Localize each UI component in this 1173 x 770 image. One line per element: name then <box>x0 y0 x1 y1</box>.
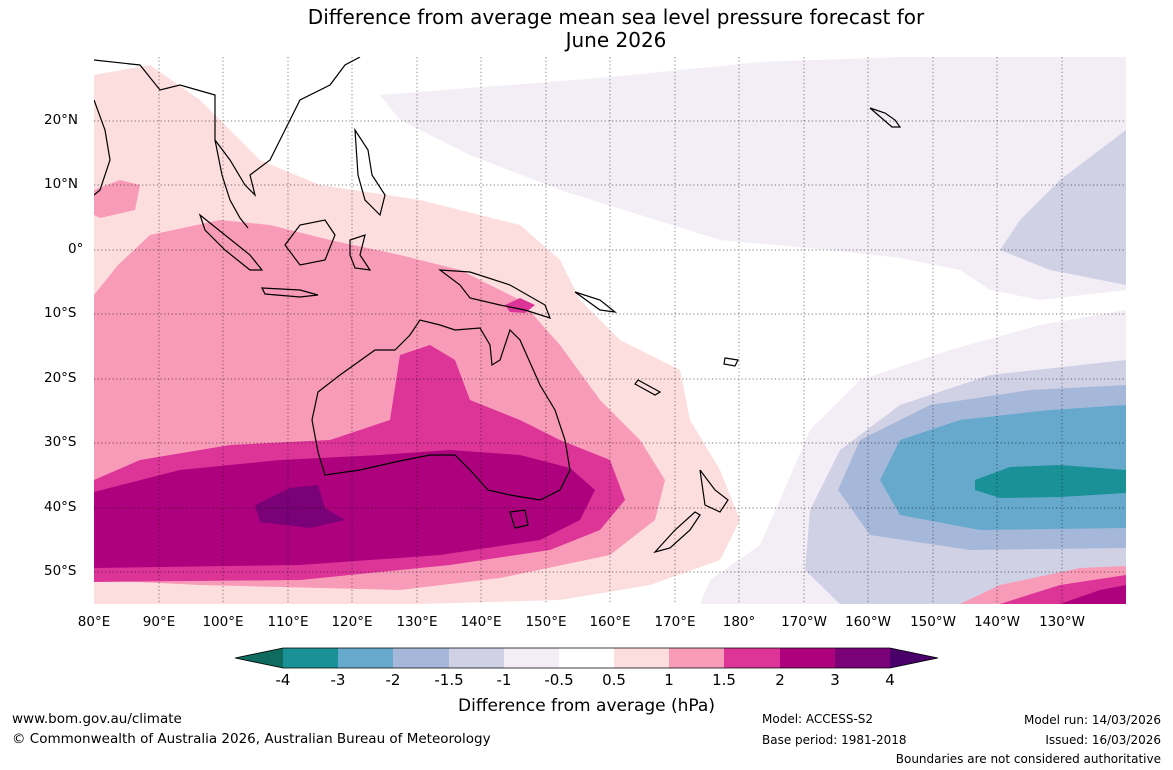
model-name: Model: ACCESS-S2 <box>762 712 874 726</box>
lon-label: 90°E <box>142 614 176 630</box>
map-title-line-2: June 2026 <box>565 28 667 52</box>
issued-date: Issued: 16/03/2026 <box>1045 733 1161 747</box>
lon-label: 150°E <box>525 614 567 630</box>
colorbar-segment <box>283 648 338 668</box>
colorbar-segment <box>724 648 780 668</box>
coastline-new-zealand-south <box>653 511 701 554</box>
colorbar-segment-below-min <box>235 648 283 668</box>
lat-label: 0° <box>68 241 84 257</box>
lon-label: 130°E <box>396 614 438 630</box>
lat-label: 10°S <box>44 305 77 321</box>
coastline-australia <box>311 319 571 501</box>
lat-label: 50°S <box>44 563 77 579</box>
colorbar-tick-label: -0.5 <box>544 671 574 689</box>
coastline-fiji <box>723 357 739 367</box>
colorbar-segment <box>449 648 504 668</box>
model-run-date: Model run: 14/03/2026 <box>1023 713 1161 727</box>
coastline-sumatra <box>198 213 264 271</box>
colorbar-tick-label: 1.5 <box>712 671 736 689</box>
coastline-hawaii <box>869 107 902 128</box>
colorbar-segment <box>393 648 449 668</box>
lon-label: 170°W <box>781 614 827 630</box>
website-link[interactable]: www.bom.gov.au/climate <box>12 711 182 727</box>
coastline-malay-peninsula <box>214 139 249 229</box>
coastline-sulawesi <box>349 234 372 271</box>
colorbar-tick-label: -1.5 <box>434 671 464 689</box>
colorbar-segment <box>504 648 559 668</box>
coastline-new-guinea <box>438 269 552 319</box>
coastline-india <box>94 99 111 196</box>
contour-pos-2 <box>94 450 595 568</box>
coastline-java <box>261 287 319 298</box>
lat-label: 30°S <box>44 434 77 450</box>
colorbar-segment <box>559 648 614 668</box>
contour-pos-2-south-east <box>1060 585 1126 604</box>
colorbar-segment <box>338 648 393 668</box>
coastline-solomons <box>574 291 618 313</box>
lon-label: 160°W <box>845 614 891 630</box>
colorbar-segment-above-max <box>890 648 938 668</box>
lat-label: 20°N <box>44 112 79 128</box>
lon-label: 110°E <box>267 614 309 630</box>
colorbar <box>234 647 939 669</box>
coastline-borneo <box>284 219 336 266</box>
lon-label: 160°E <box>589 614 631 630</box>
colorbar-segment <box>780 648 835 668</box>
lon-label: 150°W <box>910 614 956 630</box>
coastline-philippines <box>354 127 386 217</box>
contour-pos-1.5-png <box>505 298 535 313</box>
map-title-line-1: Difference from average mean sea level p… <box>307 5 925 29</box>
colorbar-tick-label: -2 <box>385 671 401 689</box>
colorbar-tick-label: -1 <box>496 671 512 689</box>
lat-label: 20°S <box>44 370 77 386</box>
coastline-asia-mainland <box>94 57 361 197</box>
contour-neg-3 <box>975 465 1126 498</box>
contour-pos-3 <box>255 485 345 528</box>
colorbar-outline <box>234 647 939 669</box>
lon-label: 100°E <box>202 614 244 630</box>
map-panel <box>94 57 1126 604</box>
lon-label: 130°W <box>1039 614 1085 630</box>
colorbar-tick-label: -3 <box>330 671 346 689</box>
lon-label: 140°W <box>974 614 1020 630</box>
lon-label: 170°E <box>654 614 696 630</box>
lon-label: 80°E <box>77 614 111 630</box>
colorbar-tick-label: 2 <box>775 671 785 689</box>
lon-label: 140°E <box>460 614 502 630</box>
contour-neg-0.5-north <box>380 57 1126 300</box>
coastline-new-caledonia <box>634 379 662 396</box>
lat-label: 40°S <box>44 499 77 515</box>
lon-label: 180° <box>722 614 756 630</box>
boundaries-disclaimer: Boundaries are not considered authoritat… <box>895 752 1161 766</box>
base-period: Base period: 1981-2018 <box>762 733 907 747</box>
contour-neg-2 <box>880 405 1126 530</box>
colorbar-tick-label: -4 <box>275 671 291 689</box>
colorbar-segment <box>614 648 669 668</box>
colorbar-tick-label: 1 <box>664 671 674 689</box>
graticule <box>94 57 1126 604</box>
copyright-notice: © Commonwealth of Australia 2026, Austra… <box>12 731 491 747</box>
colorbar-tick-label: 4 <box>885 671 895 689</box>
coastlines <box>94 57 902 554</box>
colorbar-title: Difference from average (hPa) <box>458 696 715 716</box>
colorbar-segment <box>835 648 890 668</box>
lat-label: 10°N <box>44 176 79 192</box>
colorbar-tick-label: 0.5 <box>602 671 626 689</box>
contour-neg-1-north <box>1000 130 1126 285</box>
coastline-new-zealand-north <box>699 469 729 513</box>
colorbar-tick-label: 3 <box>830 671 840 689</box>
contour-pos-1-west <box>94 180 140 218</box>
lon-label: 120°E <box>331 614 373 630</box>
coastline-tasmania <box>509 509 529 529</box>
colorbar-segment <box>669 648 724 668</box>
